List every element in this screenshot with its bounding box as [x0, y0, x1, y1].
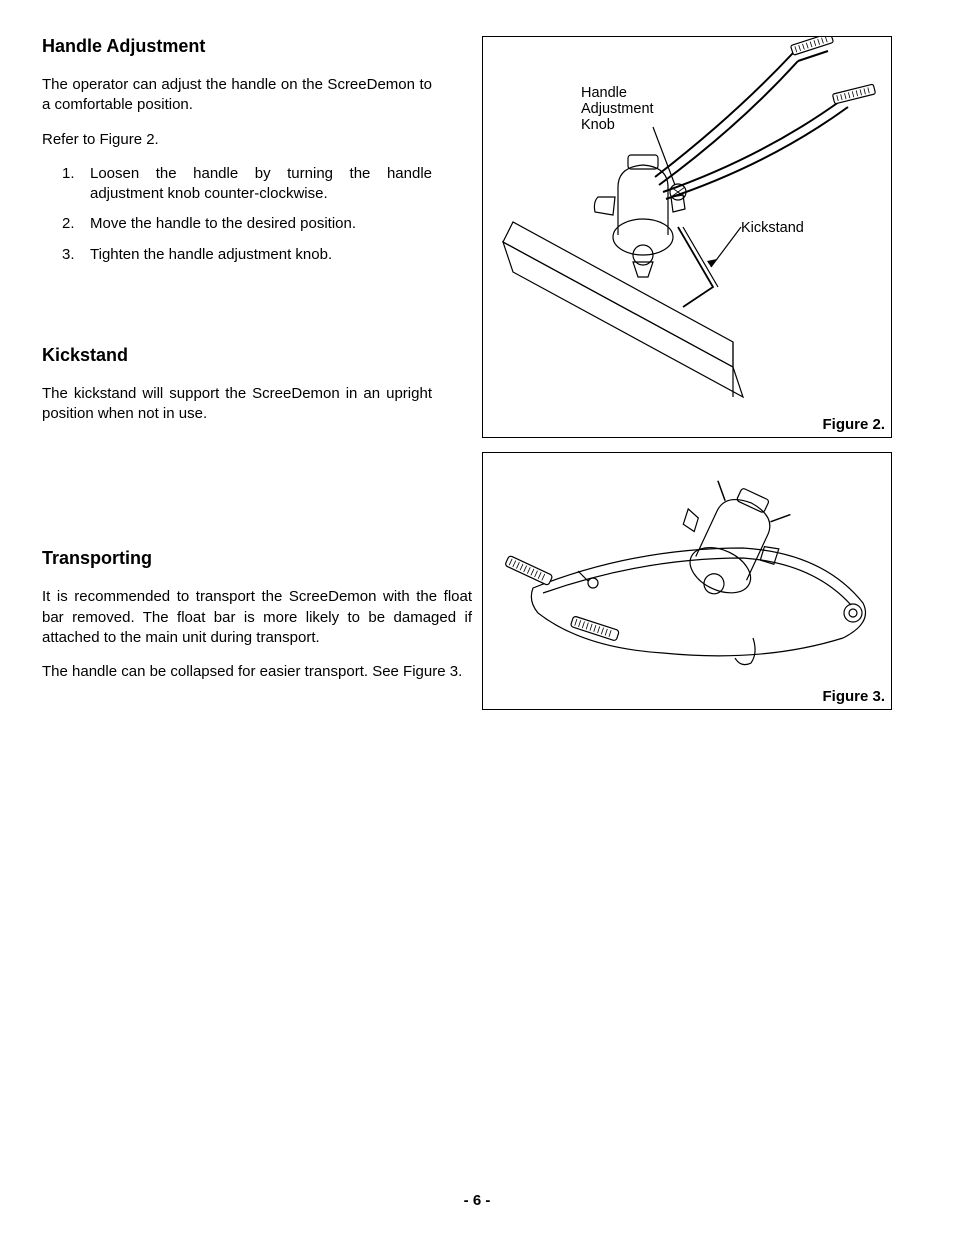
- heading-transporting: Transporting: [42, 548, 432, 569]
- figure-3: Figure 3.: [482, 452, 892, 710]
- figure-2-drawing: [483, 37, 889, 415]
- step-3-text: Tighten the handle adjustment knob.: [90, 246, 332, 263]
- para-transport-1: It is recommended to transport the Scree…: [42, 587, 472, 648]
- para-kickstand: The kickstand will support the ScreeDemo…: [42, 384, 432, 425]
- step-1-text: Loosen the handle by turning the handle …: [90, 165, 432, 202]
- figure-2: Handle Adjustment Knob Kickstand Figure …: [482, 36, 892, 438]
- para-transport-2: The handle can be collapsed for easier t…: [42, 662, 472, 682]
- step-3: 3.Tighten the handle adjustment knob.: [62, 245, 432, 265]
- figure-2-caption: Figure 2.: [822, 416, 885, 433]
- figure-3-caption: Figure 3.: [822, 688, 885, 705]
- figure-3-drawing: [483, 453, 889, 689]
- para-refer-fig2: Refer to Figure 2.: [42, 130, 432, 150]
- step-2-text: Move the handle to the desired position.: [90, 215, 356, 232]
- label-handle-knob-l1: Handle: [581, 85, 627, 101]
- label-kickstand: Kickstand: [741, 220, 804, 236]
- steps-list: 1.Loosen the handle by turning the handl…: [42, 164, 432, 265]
- step-2: 2.Move the handle to the desired positio…: [62, 214, 432, 234]
- label-handle-knob-l2: Adjustment: [581, 101, 654, 117]
- heading-kickstand: Kickstand: [42, 345, 432, 366]
- para-handle-intro: The operator can adjust the handle on th…: [42, 75, 432, 116]
- step-1: 1.Loosen the handle by turning the handl…: [62, 164, 432, 205]
- page-number: - 6 -: [0, 1192, 954, 1209]
- heading-handle-adjustment: Handle Adjustment: [42, 36, 432, 57]
- label-handle-knob-l3: Knob: [581, 117, 615, 133]
- label-handle-knob: Handle Adjustment Knob: [581, 85, 654, 134]
